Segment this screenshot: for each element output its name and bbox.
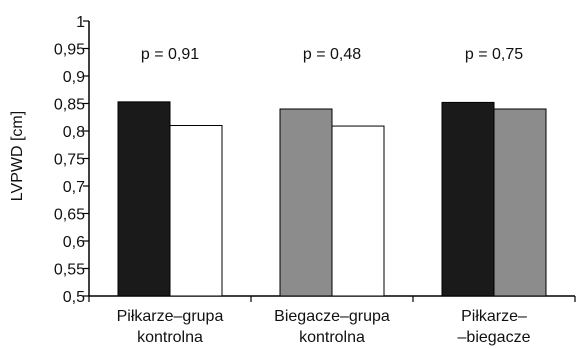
y-axis-label: LVPWD [cm] (9, 111, 26, 201)
bar (493, 108, 547, 297)
y-tick-label: 0,8 (63, 124, 85, 141)
category-label: kontrolna (137, 329, 203, 346)
labels: 0,5 0,55 0,6 0,65 0,7 0,75 0,8 0,85 0,9 0,95 1 p = … (54, 14, 531, 346)
y-tick-label: 0,7 (63, 179, 85, 196)
bar (279, 108, 333, 297)
y-tick-label: 0,6 (63, 234, 85, 251)
y-tick-label: 0,5 (63, 289, 85, 306)
category-label: Piłkarze–grupa (117, 308, 224, 325)
p-value-annotation: p = 0,91 (141, 46, 199, 63)
y-tick-label: 0,9 (63, 69, 85, 86)
bar (441, 101, 495, 297)
bars (117, 101, 547, 297)
bar (117, 101, 171, 297)
category-label: Piłkarze– (461, 308, 527, 325)
y-tick-label: 0,85 (54, 97, 85, 114)
y-tick-label: 0,95 (54, 42, 85, 59)
y-tick-label: 0,65 (54, 207, 85, 224)
y-tick-label: 0,75 (54, 152, 85, 169)
bar (169, 125, 223, 297)
category-label: kontrolna (299, 329, 365, 346)
category-label: Biegacze–grupa (274, 308, 390, 325)
bar (331, 125, 385, 297)
y-tick-label: 1 (76, 14, 85, 31)
category-label: –biegacze (458, 329, 531, 346)
p-value-annotation: p = 0,48 (303, 46, 361, 63)
y-tick-label: 0,55 (54, 262, 85, 279)
p-value-annotation: p = 0,75 (465, 46, 523, 63)
